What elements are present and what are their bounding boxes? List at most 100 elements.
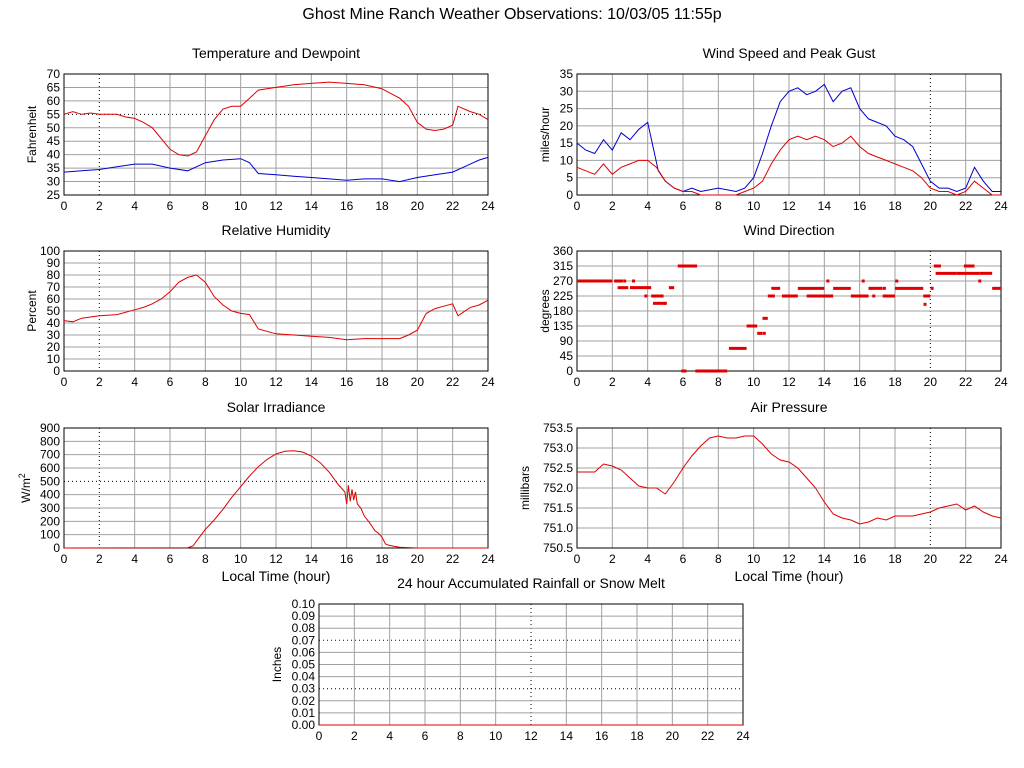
y-tick-label: 65 (47, 80, 61, 94)
x-tick-label: 2 (96, 552, 103, 566)
x-tick-label: 8 (715, 375, 722, 389)
x-tick-label: 10 (489, 729, 503, 743)
y-tick-label: 0.03 (292, 682, 316, 696)
x-tick-label: 2 (96, 199, 103, 213)
x-tick-label: 6 (167, 552, 174, 566)
y-tick-label: 750.5 (543, 541, 573, 555)
x-tick-label: 14 (305, 199, 319, 213)
x-tick-label: 20 (666, 729, 680, 743)
y-tick-label: 900 (40, 421, 60, 435)
y-tick-label: 25 (560, 102, 574, 116)
x-tick-label: 8 (202, 199, 209, 213)
y-tick-label: 600 (40, 461, 60, 475)
x-tick-label: 6 (680, 375, 687, 389)
chart-title: Solar Irradiance (227, 399, 326, 415)
plot-frame (63, 250, 489, 372)
x-tick-label: 6 (167, 375, 174, 389)
y-tick-label: 300 (40, 501, 60, 515)
x-axis-label: Local Time (hour) (735, 568, 844, 584)
y-tick-label: 0 (53, 364, 60, 378)
direction-point (663, 301, 667, 305)
chart-title: Air Pressure (750, 399, 827, 415)
x-tick-label: 6 (422, 729, 429, 743)
direction-point (882, 286, 886, 290)
x-tick-label: 16 (595, 729, 609, 743)
direction-point (923, 302, 927, 306)
y-tick-label: 315 (553, 259, 573, 273)
direction-point (895, 279, 899, 283)
y-tick-label: 800 (40, 434, 60, 448)
y-tick-label: 360 (553, 244, 573, 258)
y-tick-label: 50 (47, 121, 61, 135)
x-tick-label: 14 (818, 552, 832, 566)
y-tick-label: 0.07 (292, 633, 316, 647)
x-tick-label: 16 (853, 375, 867, 389)
direction-point (826, 279, 830, 283)
y-tick-label: 270 (553, 274, 573, 288)
y-tick-label: 0 (566, 364, 573, 378)
y-axis-label: Percent (25, 290, 39, 332)
x-tick-label: 0 (574, 552, 581, 566)
chart-title: 24 hour Accumulated Rainfall or Snow Mel… (397, 575, 665, 591)
x-tick-label: 16 (340, 552, 354, 566)
plot-frame (576, 427, 1002, 549)
x-tick-label: 6 (680, 199, 687, 213)
y-tick-label: 0.01 (292, 706, 316, 720)
x-tick-label: 14 (560, 729, 574, 743)
x-tick-label: 0 (61, 375, 68, 389)
y-axis-label-superscript: 2 (17, 473, 27, 478)
plot-frame (63, 427, 489, 549)
y-axis-label-text: Inches (270, 647, 284, 682)
y-tick-label: 0.05 (292, 658, 316, 672)
chart-title: Relative Humidity (222, 222, 331, 238)
y-tick-label: 0.06 (292, 645, 316, 659)
y-tick-label: 80 (47, 268, 61, 282)
x-tick-label: 2 (96, 375, 103, 389)
x-tick-label: 8 (202, 552, 209, 566)
y-axis-label-text: Percent (25, 290, 39, 332)
x-tick-label: 12 (269, 552, 283, 566)
x-tick-label: 12 (524, 729, 538, 743)
x-tick-label: 4 (386, 729, 393, 743)
y-tick-label: 200 (40, 514, 60, 528)
x-tick-label: 2 (609, 552, 616, 566)
y-tick-label: 25 (47, 188, 61, 202)
chart-rain: 24 hour Accumulated Rainfall or Snow Mel… (270, 575, 750, 743)
x-tick-label: 20 (411, 375, 425, 389)
x-tick-label: 20 (924, 552, 938, 566)
y-axis-label: Fahrenheit (25, 105, 39, 163)
x-tick-label: 2 (609, 375, 616, 389)
direction-point (861, 279, 865, 283)
x-tick-label: 4 (644, 552, 651, 566)
x-tick-label: 18 (375, 375, 389, 389)
x-tick-label: 10 (747, 552, 761, 566)
y-tick-label: 20 (560, 119, 574, 133)
x-tick-label: 10 (747, 375, 761, 389)
y-tick-label: 753.5 (543, 421, 573, 435)
y-tick-label: 100 (40, 528, 60, 542)
series-line-0 (577, 435, 1002, 525)
x-tick-label: 0 (316, 729, 323, 743)
direction-point (644, 294, 648, 298)
x-tick-label: 18 (375, 552, 389, 566)
y-tick-label: 753.0 (543, 441, 573, 455)
y-tick-label: 0.08 (292, 621, 316, 635)
y-tick-label: 30 (47, 328, 61, 342)
y-tick-label: 10 (560, 153, 574, 167)
y-axis-label-text: W/m (19, 478, 33, 503)
x-tick-label: 22 (446, 375, 460, 389)
x-tick-label: 10 (747, 199, 761, 213)
x-tick-label: 22 (959, 375, 973, 389)
plot-frame (576, 73, 1002, 196)
y-tick-label: 45 (560, 349, 574, 363)
y-tick-label: 40 (47, 148, 61, 162)
y-tick-label: 225 (553, 289, 573, 303)
series-line-1 (576, 135, 1001, 196)
direction-point (930, 286, 934, 290)
direction-point (762, 331, 766, 335)
